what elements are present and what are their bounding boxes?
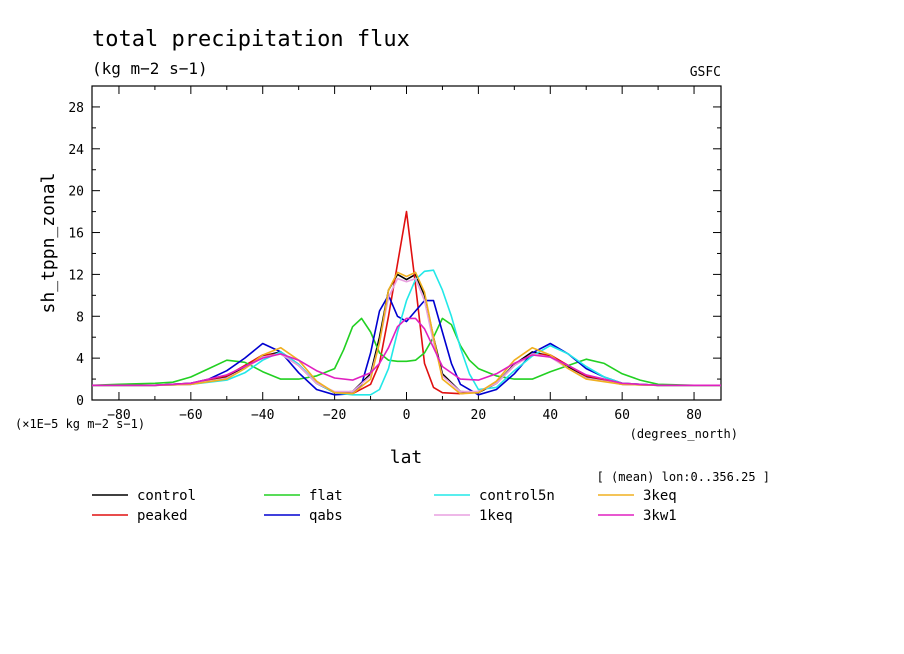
legend-label-control: control (137, 488, 196, 504)
series-lines (91, 210, 721, 396)
legend-label-flat: flat (309, 488, 343, 504)
x-tick-label: −40 (251, 408, 274, 423)
series-line-qabs (92, 294, 721, 396)
x-tick-label: −20 (323, 408, 346, 423)
y-axis-label: sh_tppn_zonal (38, 173, 59, 314)
chart-units: (kg m−2 s−1) (92, 59, 208, 78)
x-axis: −80 −60 −40 −20 0 20 40 60 80 (107, 86, 702, 423)
x-tick-label: −80 (107, 408, 130, 423)
mean-annotation: [ (mean) lon:0..356.25 ] (597, 470, 770, 484)
y-tick-label: 8 (76, 310, 84, 325)
x-tick-label: 20 (471, 408, 487, 423)
y-tick-label: 20 (68, 185, 84, 200)
y-axis: 0 4 8 12 16 20 24 28 (68, 101, 721, 409)
y-tick-label: 4 (76, 352, 84, 367)
legend-label-1keq: 1keq (479, 508, 513, 524)
y-tick-label: 0 (76, 394, 84, 409)
x-tick-label: 80 (686, 408, 702, 423)
legend-label-peaked: peaked (137, 508, 188, 524)
legend-label-qabs: qabs (309, 508, 343, 524)
chart-source: GSFC (690, 65, 721, 80)
x-tick-label: 40 (542, 408, 558, 423)
series-line-control5n (92, 269, 721, 396)
legend-label-3kw1: 3kw1 (643, 508, 677, 524)
y-tick-label: 12 (68, 268, 84, 283)
series-line-3kw1 (92, 317, 721, 387)
series-line-flat (91, 317, 721, 387)
plot-frame (91, 85, 722, 401)
x-units-label: (degrees_north) (630, 427, 738, 441)
legend-label-3keq: 3keq (643, 488, 677, 504)
y-tick-label: 24 (68, 143, 84, 158)
x-tick-label: −60 (179, 408, 202, 423)
chart-title: total precipitation flux (92, 27, 410, 52)
x-tick-label: 0 (403, 408, 411, 423)
x-axis-label: lat (390, 447, 423, 468)
legend-label-control5n: control5n (479, 488, 555, 504)
x-tick-label: 60 (614, 408, 630, 423)
y-tick-label: 28 (68, 101, 84, 116)
legend: control peaked flat qabs control5n 1keq 3keq 3k… (92, 488, 677, 524)
y-tick-label: 16 (68, 227, 84, 242)
y-scale-label: (×1E−5 kg m−2 s−1) (15, 417, 145, 431)
